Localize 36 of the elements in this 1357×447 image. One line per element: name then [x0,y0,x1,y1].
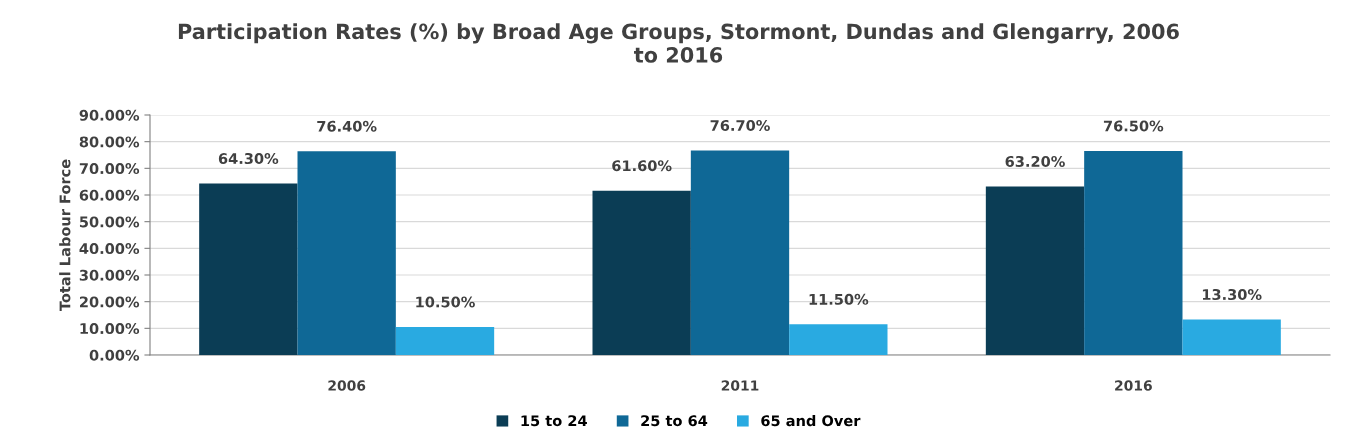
x-tick-label: 2016 [1115,380,1152,391]
chart-title: Participation Rates (%) by Broad Age Groups, Stormont, Dundas and Glengarry, 2006 to 2016 [178,23,1179,63]
bar [592,190,691,355]
bar [1084,151,1183,355]
y-tick-label: 20.00% [80,296,140,308]
y-tick-label: 70.00% [79,163,140,175]
y-tick-label: 30.00% [79,269,140,281]
y-axis-title: Total Labour Force [59,159,71,312]
data-label: 13.30% [1202,289,1262,301]
bar [690,150,790,355]
y-tick-label: 10.00% [80,323,140,335]
y-tick-label: 90.00% [79,109,140,121]
y-tick-label: 0.00% [89,349,140,361]
bar [789,324,888,355]
bar [297,151,396,355]
bar [1182,319,1281,355]
bar [395,327,495,355]
data-label: 11.50% [809,293,869,305]
bar [985,186,1085,355]
data-label: 76.50% [1103,120,1164,132]
y-tick-label: 40.00% [79,243,140,255]
y-tick-label: 60.00% [79,189,140,201]
data-label: 61.60% [612,160,672,172]
data-label: 63.20% [1005,155,1065,167]
data-label: 64.30% [218,153,279,165]
legend-label: 65 and Over [761,414,861,427]
data-label: 10.50% [416,296,475,308]
y-tick-label: 80.00% [79,136,140,148]
y-tick-label: 50.00% [79,216,140,228]
data-label: 76.70% [710,119,770,131]
legend-label: 25 to 64 [641,415,708,427]
x-tick-label: 2011 [721,380,759,391]
bar [199,183,298,355]
x-tick-label: 2006 [328,380,366,391]
legend-label: 15 to 24 [521,415,587,427]
data-label: 76.40% [317,120,377,132]
